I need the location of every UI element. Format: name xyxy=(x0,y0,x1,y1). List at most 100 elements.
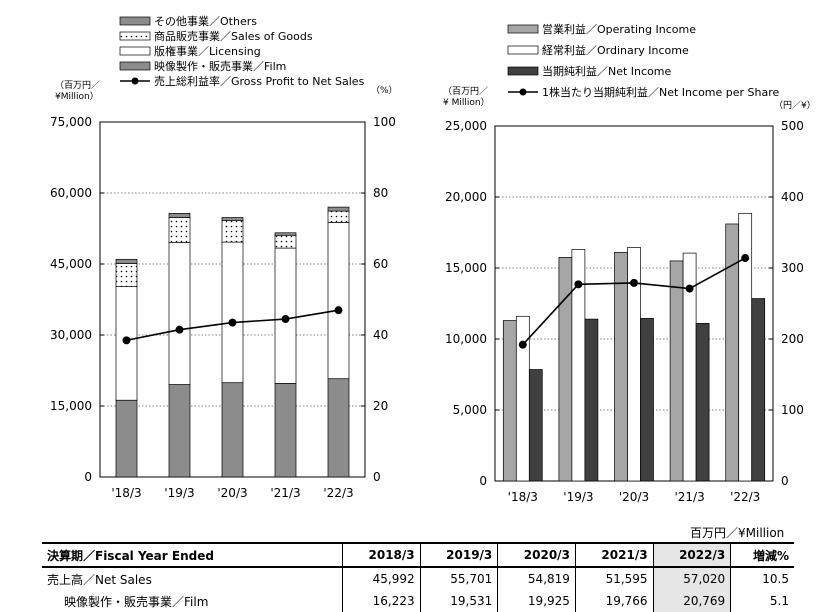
line-point xyxy=(122,336,131,345)
legend-label: 1株当たり当期純利益／Net Income per Share xyxy=(542,85,780,99)
bar-segment xyxy=(168,217,191,243)
y-right-axis-label: （円／¥） xyxy=(774,100,816,111)
bar-segment xyxy=(115,263,138,287)
bar xyxy=(528,369,543,482)
cell: 10.5 xyxy=(730,567,794,590)
cell: 55,701 xyxy=(419,567,498,590)
header-fiscal-year: 決算期／Fiscal Year Ended xyxy=(42,542,343,568)
x-tick-label: '22/3 xyxy=(323,486,353,500)
y-right-tick-label: 20 xyxy=(373,399,388,413)
bar xyxy=(640,318,654,482)
y-left-tick-label: 60,000 xyxy=(50,186,92,200)
bar-segment xyxy=(327,222,350,380)
line-point xyxy=(518,340,527,349)
y-right-tick-label: 0 xyxy=(373,470,381,484)
bar xyxy=(558,257,573,482)
y-left-tick-label: 10,000 xyxy=(445,332,487,346)
line-point xyxy=(685,284,694,293)
legend-swatch xyxy=(119,46,151,56)
bar-segment xyxy=(168,384,191,478)
legend-label: 営業利益／Operating Income xyxy=(542,22,696,36)
legend-swatch xyxy=(507,24,539,34)
line-point xyxy=(228,318,237,327)
legend-swatch xyxy=(119,31,151,41)
y-right-tick-label: 200 xyxy=(781,332,804,346)
legend-swatch xyxy=(119,16,151,26)
bar-segment xyxy=(115,399,138,478)
bar xyxy=(669,260,684,482)
x-tick-label: '19/3 xyxy=(563,490,593,504)
y-left-axis-label: ¥ Million） xyxy=(443,97,490,108)
cell: 45,992 xyxy=(342,567,421,590)
row-label: 売上高／Net Sales xyxy=(47,572,152,587)
legend-swatch xyxy=(119,61,151,71)
legend-label: 売上総利益率／Gross Profit to Net Sales xyxy=(154,74,365,88)
cell: 5.1 xyxy=(730,590,794,612)
line-point xyxy=(281,315,290,324)
bar-segment xyxy=(168,242,191,385)
legend-label: 商品販売事業／Sales of Goods xyxy=(154,29,313,43)
legend-label: その他事業／Others xyxy=(154,15,257,28)
y-right-tick-label: 0 xyxy=(781,474,789,488)
bar-segment xyxy=(221,241,244,384)
line-point xyxy=(741,254,750,263)
legend-swatch xyxy=(507,45,539,55)
income-chart: 0 5,000 10,000 15,000 20,000 25,000 0 100 200 300… xyxy=(443,22,816,504)
y-right-tick-label: 300 xyxy=(781,261,804,275)
legend-label: 映像製作・販売事業／Film xyxy=(154,59,286,73)
x-tick-label: '21/3 xyxy=(674,490,704,504)
bar xyxy=(614,252,628,482)
legend-swatch xyxy=(507,66,539,76)
x-tick-label: '18/3 xyxy=(508,490,538,504)
x-tick-label: '22/3 xyxy=(730,490,760,504)
y-left-tick-label: 25,000 xyxy=(445,119,487,133)
cell: 57,020 xyxy=(652,567,731,590)
bar-segment xyxy=(221,219,244,243)
segment-sales-chart: 0 15,000 30,000 45,000 60,000 75,000 0 20 40 60 80… xyxy=(50,15,398,500)
y-left-tick-label: 15,000 xyxy=(445,261,487,275)
y-left-tick-label: 5,000 xyxy=(453,403,487,417)
bar xyxy=(751,298,766,482)
header-2020: 2020/3 xyxy=(497,542,576,568)
y-right-tick-label: 60 xyxy=(373,257,388,271)
y-left-tick-label: 0 xyxy=(84,470,92,484)
x-tick-label: '21/3 xyxy=(270,486,300,500)
header-2022: 2022/3 xyxy=(652,542,731,568)
bar-segment xyxy=(221,382,244,478)
x-tick-label: '19/3 xyxy=(164,486,194,500)
financial-table: 決算期／Fiscal Year Ended 2018/3 2019/3 2020… xyxy=(42,542,794,612)
bar-segment xyxy=(327,206,350,212)
x-tick-label: '20/3 xyxy=(619,490,649,504)
line-point xyxy=(175,325,184,334)
line-point xyxy=(334,306,343,315)
cell: 54,819 xyxy=(497,567,576,590)
bar-segment xyxy=(327,378,350,478)
header-2019: 2019/3 xyxy=(419,542,498,568)
y-left-tick-label: 20,000 xyxy=(445,190,487,204)
y-right-tick-label: 100 xyxy=(781,403,804,417)
cell: 20,769 xyxy=(652,590,731,612)
y-left-axis-label: （百万円／ xyxy=(443,86,488,97)
legend-line-point xyxy=(519,88,527,96)
y-left-tick-label: 15,000 xyxy=(50,399,92,413)
cell: 19,531 xyxy=(419,590,498,612)
line-point xyxy=(630,278,638,287)
line-point xyxy=(574,280,583,289)
bar-segment xyxy=(274,383,297,478)
y-right-tick-label: 100 xyxy=(373,115,396,129)
bar xyxy=(502,320,517,482)
y-left-tick-label: 45,000 xyxy=(50,257,92,271)
table-row-net-sales: 売上高／Net Sales 45,992 55,701 54,819 51,59… xyxy=(42,567,794,590)
cell: 16,223 xyxy=(342,590,421,612)
bar xyxy=(584,318,599,482)
y-left-axis-label: （百万円／ xyxy=(55,80,100,91)
y-right-tick-label: 80 xyxy=(373,186,388,200)
bar-segment xyxy=(274,234,297,249)
table-header-row: 決算期／Fiscal Year Ended 2018/3 2019/3 2020… xyxy=(42,542,794,568)
bar-segment xyxy=(115,258,138,264)
bar xyxy=(738,212,753,482)
legend-line-point xyxy=(131,77,139,85)
y-left-tick-label: 30,000 xyxy=(50,328,92,342)
bar-segment xyxy=(168,212,191,218)
bar-segment xyxy=(274,232,297,236)
